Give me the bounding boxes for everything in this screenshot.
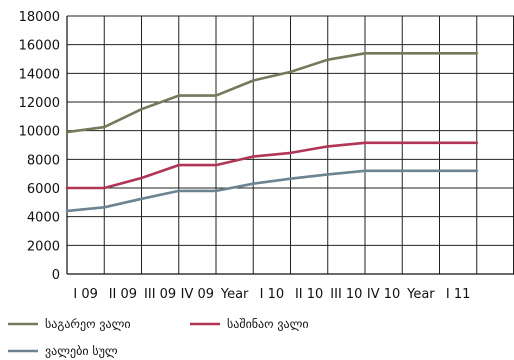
legend-label: საგარეო ვალი: [45, 317, 131, 331]
y-tick-label: 16000: [19, 39, 60, 54]
legend-label: საშინაო ვალი: [227, 317, 309, 331]
x-tick-label: I 09: [73, 287, 98, 302]
x-tick-label: II 09: [109, 287, 137, 302]
x-tick-label: I 11: [446, 287, 471, 302]
y-tick-label: 6000: [27, 182, 60, 197]
y-tick-label: 14000: [19, 67, 60, 82]
series-line: [65, 141, 479, 190]
series-line: [65, 51, 479, 134]
x-tick-label: III 09: [144, 287, 176, 302]
y-tick-label: 10000: [19, 125, 60, 140]
y-tick-label: 18000: [19, 10, 60, 25]
x-tick-label: II 10: [295, 287, 323, 302]
x-tick-label: IV 10: [367, 287, 400, 302]
y-tick-label: 12000: [19, 96, 60, 111]
x-tick-label: I 10: [260, 287, 285, 302]
series-line: [65, 169, 479, 213]
y-tick-label: 4000: [27, 211, 60, 226]
y-tick-label: 2000: [27, 239, 60, 254]
x-tick-label: Year: [406, 287, 435, 302]
y-tick-label: 8000: [27, 153, 60, 168]
legend-label: ვალები სულ: [45, 344, 118, 358]
x-tick-label: III 10: [330, 287, 362, 302]
x-tick-label: Year: [220, 287, 249, 302]
x-tick-label: IV 09: [181, 287, 214, 302]
y-tick-label: 0: [52, 268, 60, 283]
